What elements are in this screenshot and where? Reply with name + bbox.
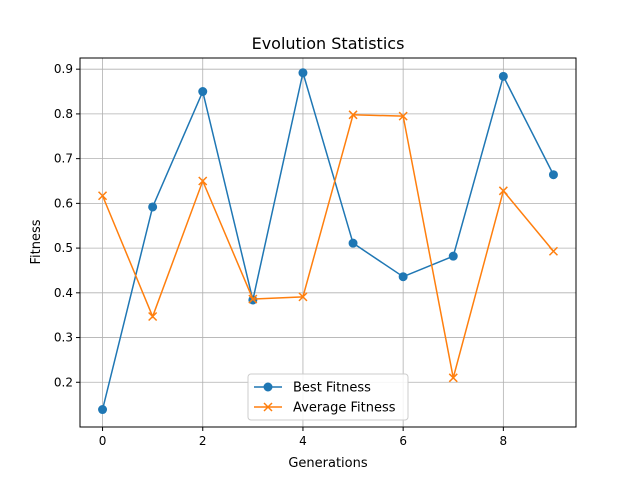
average-fitness-point bbox=[98, 191, 108, 201]
average-fitness-point bbox=[298, 292, 308, 302]
legend-entry-average-fitness: Average Fitness bbox=[254, 401, 396, 416]
best-fitness-point bbox=[198, 87, 208, 97]
average-fitness-point bbox=[548, 246, 558, 256]
best-fitness-point bbox=[348, 238, 358, 248]
x-axis: 0 2 4 6 8 bbox=[99, 427, 507, 448]
x-tick-label: 4 bbox=[299, 434, 307, 448]
best-fitness-point bbox=[448, 251, 458, 261]
y-tick-label: 0.6 bbox=[54, 196, 73, 210]
series-average-fitness bbox=[98, 110, 558, 383]
y-tick-label: 0.4 bbox=[54, 286, 73, 300]
x-tick-label: 0 bbox=[99, 434, 107, 448]
y-tick-label: 0.3 bbox=[54, 331, 73, 345]
legend-label: Average Fitness bbox=[293, 401, 396, 416]
best-fitness-point bbox=[498, 71, 508, 81]
y-tick-label: 0.5 bbox=[54, 241, 73, 255]
average-fitness-point bbox=[148, 311, 158, 322]
series-best-fitness bbox=[98, 68, 558, 415]
best-fitness-point bbox=[148, 202, 158, 212]
series-line-best-fitness bbox=[101, 72, 555, 410]
average-fitness-point bbox=[348, 110, 358, 120]
series-line-average-fitness bbox=[101, 114, 555, 378]
y-tick-label: 0.8 bbox=[54, 107, 73, 121]
legend-entry-best-fitness: Best Fitness bbox=[254, 381, 371, 396]
chart-title: Evolution Statistics bbox=[252, 34, 405, 53]
x-tick-label: 6 bbox=[399, 434, 407, 448]
average-fitness-point bbox=[198, 176, 208, 186]
legend-average-fitness-point bbox=[263, 402, 273, 412]
y-tick-label: 0.2 bbox=[54, 375, 73, 389]
y-axis-label: Fitness bbox=[29, 219, 44, 264]
best-fitness-point bbox=[298, 68, 308, 78]
average-fitness-point bbox=[498, 186, 508, 196]
best-fitness-point bbox=[398, 272, 408, 282]
best-fitness-point bbox=[548, 170, 558, 180]
legend-box bbox=[247, 373, 409, 421]
x-axis-label: Generations bbox=[288, 456, 368, 471]
average-fitness-point bbox=[398, 111, 408, 121]
x-tick-label: 2 bbox=[199, 434, 207, 448]
grid bbox=[80, 58, 576, 427]
y-tick-label: 0.9 bbox=[54, 62, 73, 76]
average-fitness-point bbox=[248, 294, 258, 304]
y-axis: 0.2 0.3 0.4 0.5 0.6 0.7 0.8 0.9 bbox=[54, 62, 80, 389]
legend-label: Best Fitness bbox=[293, 381, 371, 396]
legend: Best Fitness Average Fitness bbox=[247, 373, 409, 421]
average-fitness-point bbox=[448, 373, 458, 383]
series-layer bbox=[98, 68, 558, 415]
y-tick-label: 0.7 bbox=[54, 152, 73, 166]
plot-frame bbox=[79, 57, 577, 428]
legend-best-fitness-point bbox=[263, 382, 273, 392]
x-tick-label: 8 bbox=[500, 434, 508, 448]
best-fitness-point bbox=[98, 405, 108, 415]
